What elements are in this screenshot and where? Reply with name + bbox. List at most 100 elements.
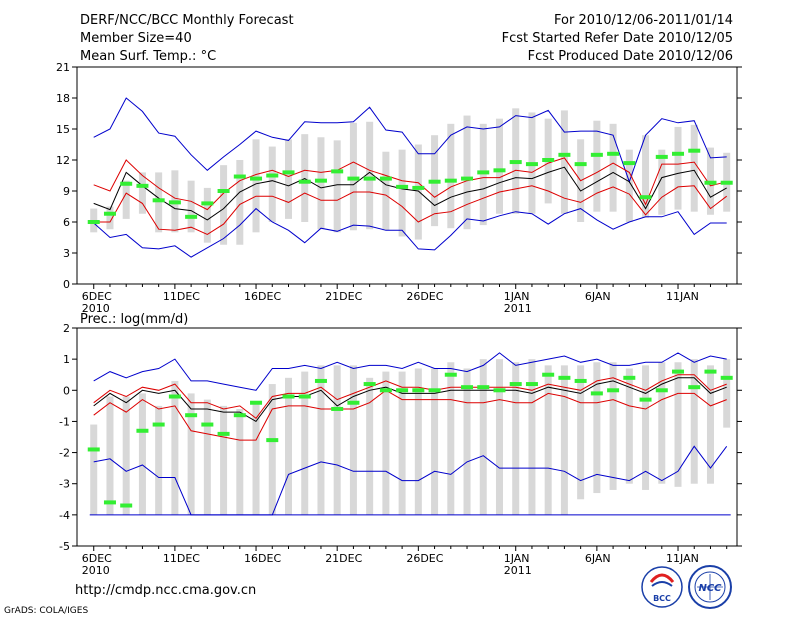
ensemble-mean-line	[93, 377, 727, 423]
ensemble-box	[187, 180, 195, 233]
ensemble-box	[690, 359, 698, 484]
observed-marker	[704, 180, 717, 185]
ensemble-box	[398, 149, 406, 237]
observed-marker	[704, 369, 717, 374]
observed-marker	[623, 161, 636, 166]
observed-marker	[461, 385, 474, 390]
source-url[interactable]: http://cmdp.ncc.cma.gov.cn	[75, 583, 256, 598]
observed-marker	[201, 201, 214, 206]
observed-marker	[396, 388, 409, 393]
observed-marker	[477, 170, 490, 175]
observed-marker	[363, 176, 376, 181]
ensemble-box	[106, 206, 114, 230]
observed-marker	[444, 178, 457, 183]
observed-marker	[639, 397, 652, 402]
ensemble-box	[625, 149, 633, 222]
observed-marker	[250, 400, 263, 405]
observed-marker	[233, 174, 246, 179]
observed-marker	[444, 372, 457, 377]
observed-marker	[590, 391, 603, 396]
ensemble-box	[414, 368, 422, 515]
member-size-label: Member Size=40	[80, 31, 192, 46]
observed-marker	[201, 422, 214, 427]
ensemble-box	[463, 368, 471, 515]
ensemble-box	[625, 368, 633, 484]
ensemble-box	[479, 123, 487, 226]
observed-marker	[347, 400, 360, 405]
y-tick-label: 0	[63, 384, 70, 397]
ensemble-box	[122, 396, 130, 515]
x-tick-label: 6DEC	[82, 552, 112, 565]
ensemble-box	[155, 405, 163, 515]
ensemble-box	[674, 362, 682, 487]
observed-marker	[103, 211, 116, 216]
ensemble-box	[479, 359, 487, 515]
observed-marker	[672, 151, 685, 156]
y-tick-label: -5	[59, 540, 70, 553]
y-tick-label: 21	[56, 61, 70, 74]
observed-marker	[331, 406, 344, 411]
observed-marker	[428, 179, 441, 184]
y-tick-label: 6	[63, 216, 70, 229]
observed-marker	[87, 220, 100, 224]
observed-marker	[396, 184, 409, 189]
x-tick-label: 1JAN	[504, 552, 530, 565]
observed-marker	[103, 500, 116, 505]
ensemble-box	[317, 365, 325, 515]
x-tick-year: 2010	[82, 302, 110, 315]
observed-marker	[152, 198, 165, 203]
precip-panel-title: Prec.: log(mm/d)	[80, 312, 188, 327]
observed-marker	[379, 176, 392, 181]
ensemble-box	[560, 110, 568, 214]
x-tick-label: 16DEC	[244, 552, 281, 565]
temp-panel-title: Mean Surf. Temp.: °C	[80, 49, 216, 64]
bcc-logo: BCC	[641, 566, 683, 608]
y-tick-label: 0	[63, 278, 70, 291]
y-tick-label: 9	[63, 185, 70, 198]
x-tick-year: 2011	[504, 564, 532, 577]
y-tick-label: -2	[59, 447, 70, 460]
ensemble-box	[220, 165, 228, 245]
ensemble-box	[90, 424, 98, 515]
x-tick-label: 16DEC	[244, 290, 281, 303]
ensemble-box	[138, 393, 146, 515]
y-tick-label: -3	[59, 478, 70, 491]
ensemble-box	[658, 149, 666, 215]
panel-frame	[76, 66, 738, 285]
ensemble-box	[690, 124, 698, 212]
ensemble-box	[122, 180, 130, 219]
ensemble-box	[268, 384, 276, 515]
y-tick-label: -4	[59, 509, 70, 522]
inner-upper-line	[93, 157, 727, 211]
ensemble-box	[252, 402, 260, 515]
ensemble-box	[495, 118, 503, 214]
ensemble-box	[577, 365, 585, 500]
ensemble-mean-line	[93, 166, 727, 221]
ensemble-box	[203, 187, 211, 243]
inner-lower-line	[93, 185, 728, 235]
observed-marker	[412, 388, 425, 393]
observed-marker	[655, 154, 668, 159]
ensemble-box	[155, 172, 163, 233]
observed-marker	[314, 378, 327, 383]
observed-marker	[477, 385, 490, 390]
observed-marker	[168, 394, 181, 399]
outer-upper-line	[93, 352, 727, 391]
outer-upper-line	[93, 97, 727, 184]
observed-marker	[493, 388, 506, 393]
observed-marker	[639, 195, 652, 200]
observed-marker	[655, 388, 668, 393]
observed-marker	[607, 388, 620, 393]
y-tick-label: 12	[56, 154, 70, 167]
observed-marker	[720, 375, 733, 380]
observed-marker	[120, 503, 133, 508]
ensemble-box	[106, 396, 114, 515]
ncc-logo: NCC	[688, 565, 732, 609]
x-tick-label: 21DEC	[325, 552, 362, 565]
observed-marker	[266, 173, 279, 178]
outer-lower-line	[93, 445, 728, 516]
observed-marker	[525, 162, 538, 167]
observed-marker	[379, 388, 392, 393]
ensemble-box	[317, 137, 325, 230]
